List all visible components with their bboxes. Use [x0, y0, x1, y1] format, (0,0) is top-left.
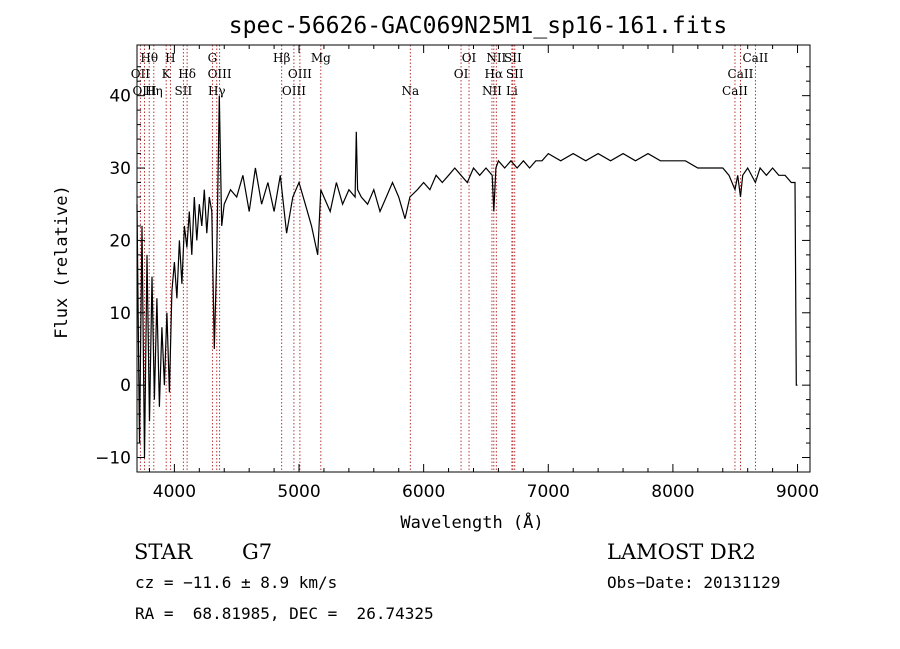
y-tick-label: 40	[109, 87, 131, 107]
y-tick-label: 10	[109, 304, 131, 324]
x-tick-label: 5000	[277, 482, 320, 502]
object-class: STAR	[134, 540, 193, 564]
line-id-label: K	[162, 67, 172, 81]
line-id-label: Hα	[485, 67, 504, 81]
line-id-label: G	[208, 51, 218, 65]
y-tick-label: 0	[120, 376, 131, 396]
redshift-velocity: cz = −11.6 ± 8.9 km/s	[135, 573, 338, 592]
line-id-label: H	[165, 51, 175, 65]
x-tick-label: 9000	[776, 482, 819, 502]
line-id-label: OIII	[208, 67, 232, 81]
spectrum-line	[136, 95, 798, 458]
line-id-label: Hθ	[140, 51, 158, 65]
x-tick-label: 7000	[527, 482, 570, 502]
line-id-label: Mg	[311, 51, 331, 65]
survey-name: LAMOST DR2	[607, 540, 756, 564]
x-axis-ticks: 4000 5000 6000 7000 8000 9000	[148, 45, 819, 502]
chart-title: spec-56626-GAC069N25M1_sp16-161.fits	[229, 13, 728, 39]
x-tick-label: 4000	[153, 482, 196, 502]
y-tick-label: 30	[109, 159, 131, 179]
y-tick-label: 20	[109, 231, 131, 251]
x-tick-label: 8000	[651, 482, 694, 502]
line-id-label: Hδ	[178, 67, 196, 81]
line-id-label: Li	[506, 84, 518, 98]
x-tick-label: 6000	[402, 482, 445, 502]
spectral-line-markers	[139, 45, 756, 472]
x-axis-label: Wavelength (Å)	[400, 511, 543, 533]
line-id-label: CaII	[742, 51, 768, 65]
line-id-label: Hη	[145, 84, 163, 98]
line-id-label: Hγ	[208, 84, 226, 98]
sky-coordinates: RA = 68.81985, DEC = 26.74325	[135, 604, 434, 623]
line-id-label: CaII	[722, 84, 748, 98]
line-id-label: OIII	[288, 67, 312, 81]
plot-frame	[136, 44, 811, 473]
y-tick-label: −10	[95, 449, 131, 469]
line-id-label: SII	[504, 51, 522, 65]
line-id-label: OIII	[132, 84, 156, 98]
observation-date: Obs−Date: 20131129	[607, 573, 781, 592]
object-subclass: G7	[242, 540, 273, 564]
line-id-label: Hβ	[273, 51, 290, 65]
line-id-label: NII	[486, 51, 506, 65]
line-id-label: SII	[506, 67, 524, 81]
line-id-label: Na	[401, 84, 419, 98]
y-axis-label: Flux (relative)	[52, 185, 72, 339]
line-id-label: OII	[131, 67, 151, 81]
line-id-label: SII	[175, 84, 193, 98]
line-id-label: OI	[454, 67, 469, 81]
line-id-label: OIII	[282, 84, 306, 98]
line-id-label: OI	[462, 51, 477, 65]
y-axis-ticks: −10 0 10 20 30 40	[95, 66, 810, 469]
line-id-label: NII	[482, 84, 502, 98]
line-id-label: CaII	[728, 67, 754, 81]
